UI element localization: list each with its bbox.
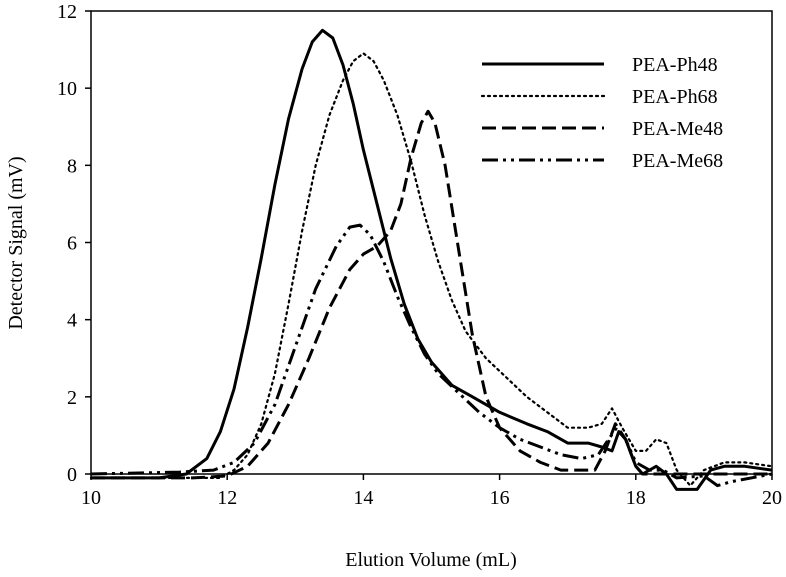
- legend-label-pea-ph48: PEA-Ph48: [632, 54, 718, 76]
- y-tick-label: 6: [67, 233, 77, 255]
- series-line-pea-ph68: [89, 52, 774, 487]
- series-line-pea-me48: [91, 109, 772, 480]
- legend-label-pea-ph68: PEA-Ph68: [632, 86, 718, 108]
- tick-labels: 10 12 14 16 18 20 0 2 4 6 8 10 12: [57, 1, 782, 509]
- x-tick-label: 18: [626, 487, 646, 509]
- x-axis-title: Elution Volume (mL): [345, 549, 516, 571]
- series-lines: [89, 28, 774, 491]
- y-tick-label: 10: [57, 78, 77, 100]
- legend-label-pea-me48: PEA-Me48: [632, 118, 723, 140]
- y-tick-label: 8: [67, 155, 77, 177]
- y-tick-label: 4: [67, 310, 77, 332]
- legend-label-pea-me68: PEA-Me68: [632, 150, 723, 172]
- series-line-pea-ph48: [91, 28, 773, 491]
- series-line-pea-me68: [90, 223, 773, 488]
- x-tick-label: 14: [353, 487, 373, 509]
- y-tick-label: 2: [67, 387, 77, 409]
- x-tick-label: 12: [217, 487, 237, 509]
- y-tick-label: 12: [57, 1, 77, 23]
- plot-frame: [90, 10, 773, 475]
- y-axis-title: Detector Signal (mV): [5, 156, 27, 329]
- axis-ticks: [85, 10, 773, 480]
- x-tick-label: 10: [81, 487, 101, 509]
- x-tick-label: 20: [762, 487, 782, 509]
- legend: PEA-Ph48 PEA-Ph68 PEA-Me48 PEA-Me68: [480, 54, 723, 172]
- y-tick-label: 0: [67, 464, 77, 486]
- x-tick-label: 16: [490, 487, 510, 509]
